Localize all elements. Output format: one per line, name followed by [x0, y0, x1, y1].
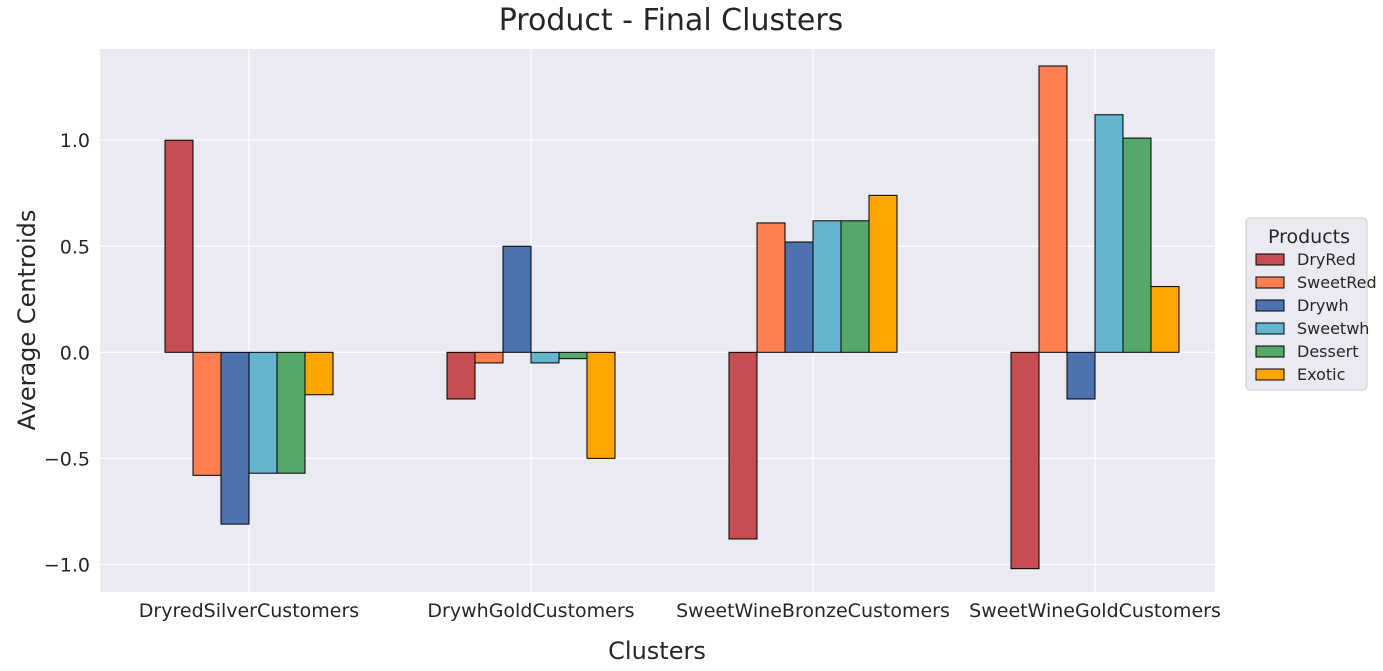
legend-items: DryRed SweetRed Drywh Sweetwh Dessert Exotic: [1255, 250, 1377, 384]
legend: Products DryRed SweetRed Drywh Sweetwh Desse…: [1245, 217, 1377, 391]
bar-dessert-sweetwinebronzecustomers: [840, 220, 870, 353]
bar-sweetwh-drywhgoldcustomers: [530, 351, 560, 364]
bar-drywh-drywhgoldcustomers: [502, 245, 532, 353]
legend-swatch-drywh: [1255, 299, 1285, 312]
legend-label-drywh: Drywh: [1297, 296, 1349, 315]
chart-title: Product - Final Clusters: [499, 3, 844, 38]
bar-dryred-drywhgoldcustomers: [446, 351, 476, 400]
bar-dryred-sweetwinebronzecustomers: [728, 351, 758, 540]
legend-swatch-exotic: [1255, 368, 1285, 381]
bar-sweetwh-sweetwinegoldcustomers: [1094, 114, 1124, 353]
bar-dryred-sweetwinegoldcustomers: [1010, 351, 1040, 570]
legend-label-dessert: Dessert: [1297, 342, 1359, 361]
bar-drywh-dryredsilvercustomers: [220, 351, 250, 525]
x-axis-label: Clusters: [608, 637, 706, 665]
legend-swatch-sweetred: [1255, 276, 1285, 289]
legend-label-dryred: DryRed: [1297, 250, 1356, 269]
x-tick-label: SweetWineBronzeCustomers: [676, 600, 950, 622]
y-tick-label: 0.0: [60, 342, 90, 364]
legend-label-sweetwh: Sweetwh: [1297, 319, 1369, 338]
bar-dessert-sweetwinegoldcustomers: [1122, 137, 1152, 353]
bar-sweetwh-sweetwinebronzecustomers: [812, 220, 842, 353]
bar-sweetred-drywhgoldcustomers: [474, 351, 504, 364]
y-tick-label: −1.0: [44, 554, 90, 576]
y-tick-label: 1.0: [60, 130, 90, 152]
x-tick-label: DrywhGoldCustomers: [427, 600, 634, 622]
y-tick-label: −0.5: [44, 448, 90, 470]
legend-swatch-dessert: [1255, 345, 1285, 358]
bar-sweetred-sweetwinebronzecustomers: [756, 222, 786, 353]
bar-dryred-dryredsilvercustomers: [164, 139, 194, 353]
legend-label-sweetred: SweetRed: [1297, 273, 1377, 292]
bar-dessert-drywhgoldcustomers: [558, 351, 588, 360]
y-tick-label: 0.5: [60, 236, 90, 258]
bar-sweetred-dryredsilvercustomers: [192, 351, 222, 476]
y-axis-label: Average Centroids: [13, 210, 41, 431]
legend-label-exotic: Exotic: [1297, 365, 1345, 384]
bars: [164, 65, 1180, 570]
bar-drywh-sweetwinebronzecustomers: [784, 241, 814, 353]
bar-exotic-drywhgoldcustomers: [586, 351, 616, 459]
x-tick-label: DryredSilverCustomers: [139, 600, 359, 622]
y-tick-labels: −1.0 −0.5 0.0 0.5 1.0: [44, 130, 90, 576]
legend-swatch-sweetwh: [1255, 322, 1285, 335]
legend-swatch-dryred: [1255, 253, 1285, 266]
x-tick-labels: DryredSilverCustomers DrywhGoldCustomers S…: [139, 600, 1221, 622]
bar-exotic-sweetwinegoldcustomers: [1150, 286, 1180, 353]
bar-exotic-sweetwinebronzecustomers: [868, 194, 898, 353]
bar-sweetwh-dryredsilvercustomers: [248, 351, 278, 474]
x-tick-label: SweetWineGoldCustomers: [969, 600, 1221, 622]
bar-exotic-dryredsilvercustomers: [304, 351, 334, 396]
bar-sweetred-sweetwinegoldcustomers: [1038, 65, 1068, 353]
bar-drywh-sweetwinegoldcustomers: [1066, 351, 1096, 400]
bar-dessert-dryredsilvercustomers: [276, 351, 306, 474]
legend-title: Products: [1268, 226, 1350, 248]
